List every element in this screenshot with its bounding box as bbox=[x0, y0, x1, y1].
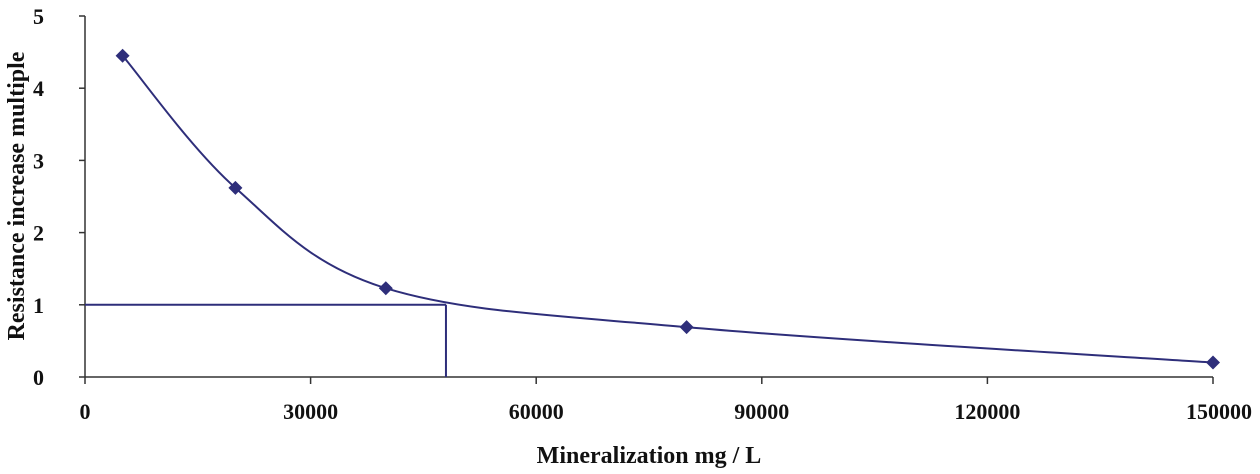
y-tick-label: 3 bbox=[33, 148, 44, 173]
data-point bbox=[378, 281, 393, 296]
x-tick-label: 30000 bbox=[283, 399, 338, 424]
y-tick-label: 1 bbox=[33, 293, 44, 318]
x-ticks: 0 30000 60000 90000 120000 150000 bbox=[80, 377, 1252, 424]
x-tick-label: 150000 bbox=[1186, 399, 1252, 424]
x-tick-label: 120000 bbox=[954, 399, 1020, 424]
reference-lines bbox=[85, 303, 447, 377]
data-point bbox=[228, 180, 243, 195]
data-point bbox=[115, 48, 130, 63]
data-point bbox=[1206, 355, 1220, 370]
y-axis-title: Resistance increase multiple bbox=[4, 51, 30, 340]
y-tick-label: 2 bbox=[33, 221, 44, 246]
x-tick-label: 60000 bbox=[509, 399, 564, 424]
y-tick-label: 5 bbox=[33, 4, 44, 29]
x-tick-label: 0 bbox=[80, 399, 91, 424]
x-axis-title: Mineralization mg / L bbox=[537, 443, 762, 469]
data-point bbox=[679, 320, 694, 335]
y-tick-label: 0 bbox=[33, 365, 44, 390]
data-markers bbox=[115, 48, 1220, 370]
series-line bbox=[121, 55, 1214, 364]
x-tick-label: 90000 bbox=[734, 399, 789, 424]
y-ticks: 0 1 2 3 4 5 bbox=[33, 4, 85, 390]
y-tick-label: 4 bbox=[33, 76, 44, 101]
axes bbox=[84, 16, 1213, 378]
